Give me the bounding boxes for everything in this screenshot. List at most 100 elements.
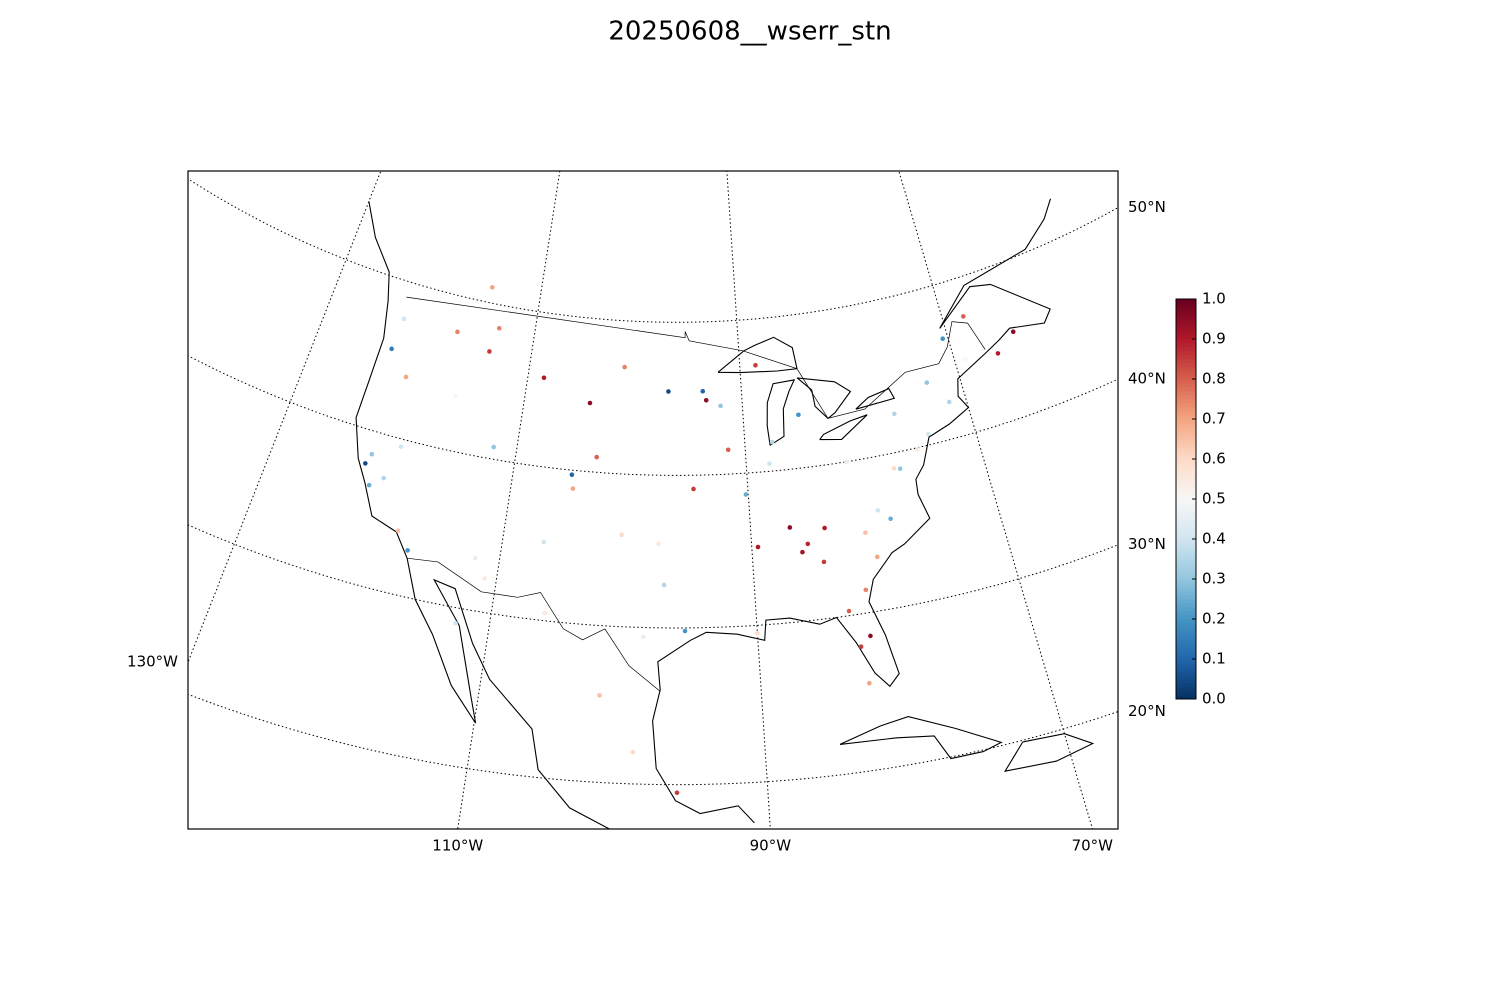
station — [597, 693, 602, 698]
colorbar-segment — [1176, 351, 1196, 356]
station — [755, 544, 761, 550]
station — [405, 548, 410, 553]
lon-label: 110°W — [432, 837, 483, 855]
colorbar-segment — [1176, 475, 1196, 480]
station — [691, 486, 696, 492]
colorbar-segment — [1176, 327, 1196, 332]
coastline — [819, 414, 868, 441]
colorbar-label: 0.8 — [1202, 370, 1226, 388]
colorbar-segment — [1176, 419, 1196, 424]
station — [844, 459, 849, 465]
colorbar-label: 0.9 — [1202, 330, 1226, 348]
station — [366, 482, 372, 488]
colorbar-segment — [1176, 411, 1196, 416]
station — [805, 541, 811, 547]
colorbar-segment — [1176, 395, 1196, 400]
station — [569, 472, 575, 478]
station — [570, 486, 576, 491]
colorbar-segment — [1176, 571, 1196, 576]
colorbar-label: 0.5 — [1202, 490, 1226, 508]
colorbar-segment — [1176, 651, 1196, 656]
colorbar-segment — [1176, 431, 1196, 436]
station — [389, 346, 394, 352]
station — [398, 444, 404, 449]
colorbar-segment — [1176, 563, 1196, 568]
station — [891, 466, 897, 471]
station — [718, 403, 723, 409]
colorbar-segment — [1176, 535, 1196, 540]
parallel — [188, 355, 1118, 476]
lon-label: 70°W — [1072, 837, 1114, 855]
colorbar-segment — [1176, 371, 1196, 376]
station — [656, 541, 661, 546]
colorbar-segment — [1176, 539, 1196, 544]
station — [453, 620, 458, 626]
colorbar-segment — [1176, 635, 1196, 640]
station — [821, 559, 827, 565]
station — [491, 444, 497, 450]
colorbar-segment — [1176, 387, 1196, 392]
colorbar-segment — [1176, 367, 1196, 372]
colorbar-segment — [1176, 335, 1196, 340]
station — [846, 608, 852, 614]
colorbar-segment — [1176, 623, 1196, 628]
station — [489, 285, 495, 290]
colorbar-segment — [1176, 675, 1196, 680]
colorbar-segment — [1176, 567, 1196, 572]
colorbar-segment — [1176, 631, 1196, 636]
station — [995, 351, 1001, 356]
colorbar-segment — [1176, 695, 1196, 700]
lat-label: 40°N — [1128, 370, 1166, 388]
colorbar-segment — [1176, 363, 1196, 368]
station — [946, 399, 952, 405]
colorbar-segment — [1176, 375, 1196, 380]
coastline — [355, 201, 611, 829]
station — [622, 364, 627, 370]
colorbar-segment — [1176, 579, 1196, 584]
colorbar-segment — [1176, 519, 1196, 524]
colorbar-label: 0.0 — [1202, 690, 1226, 708]
station — [641, 634, 646, 640]
station — [897, 466, 903, 471]
coastline — [839, 716, 1003, 760]
colorbar-segment — [1176, 319, 1196, 324]
colorbar-segment — [1176, 435, 1196, 440]
colorbar-segment — [1176, 467, 1196, 472]
colorbar-segment — [1176, 663, 1196, 668]
station — [867, 680, 872, 686]
colorbar-segment — [1176, 603, 1196, 608]
colorbar-segment — [1176, 639, 1196, 644]
station — [700, 388, 706, 394]
colorbar-segment — [1176, 391, 1196, 396]
colorbar-segment — [1176, 307, 1196, 312]
parallel — [188, 693, 1118, 786]
colorbar-segment — [1176, 583, 1196, 588]
station — [940, 336, 946, 341]
station — [661, 582, 667, 588]
coastline — [766, 379, 796, 446]
colorbar-segment — [1176, 427, 1196, 432]
colorbar-segment — [1176, 547, 1196, 552]
colorbar-segment — [1176, 511, 1196, 516]
colorbar-segment — [1176, 595, 1196, 600]
parallel — [188, 524, 1118, 629]
station — [963, 356, 968, 362]
colorbar-segment — [1176, 615, 1196, 620]
colorbar-segment — [1176, 543, 1196, 548]
colorbar-segment — [1176, 659, 1196, 664]
station — [822, 525, 827, 531]
station — [369, 451, 375, 457]
station — [541, 375, 547, 381]
colorbar-segment — [1176, 527, 1196, 532]
colorbar-segment — [1176, 587, 1196, 592]
station — [868, 633, 873, 639]
station — [542, 610, 548, 616]
station — [630, 749, 636, 755]
station — [924, 380, 930, 385]
colorbar-segment — [1176, 687, 1196, 692]
colorbar-segment — [1176, 347, 1196, 352]
colorbar-segment — [1176, 647, 1196, 652]
colorbar-segment — [1176, 515, 1196, 520]
colorbar-segment — [1176, 331, 1196, 336]
